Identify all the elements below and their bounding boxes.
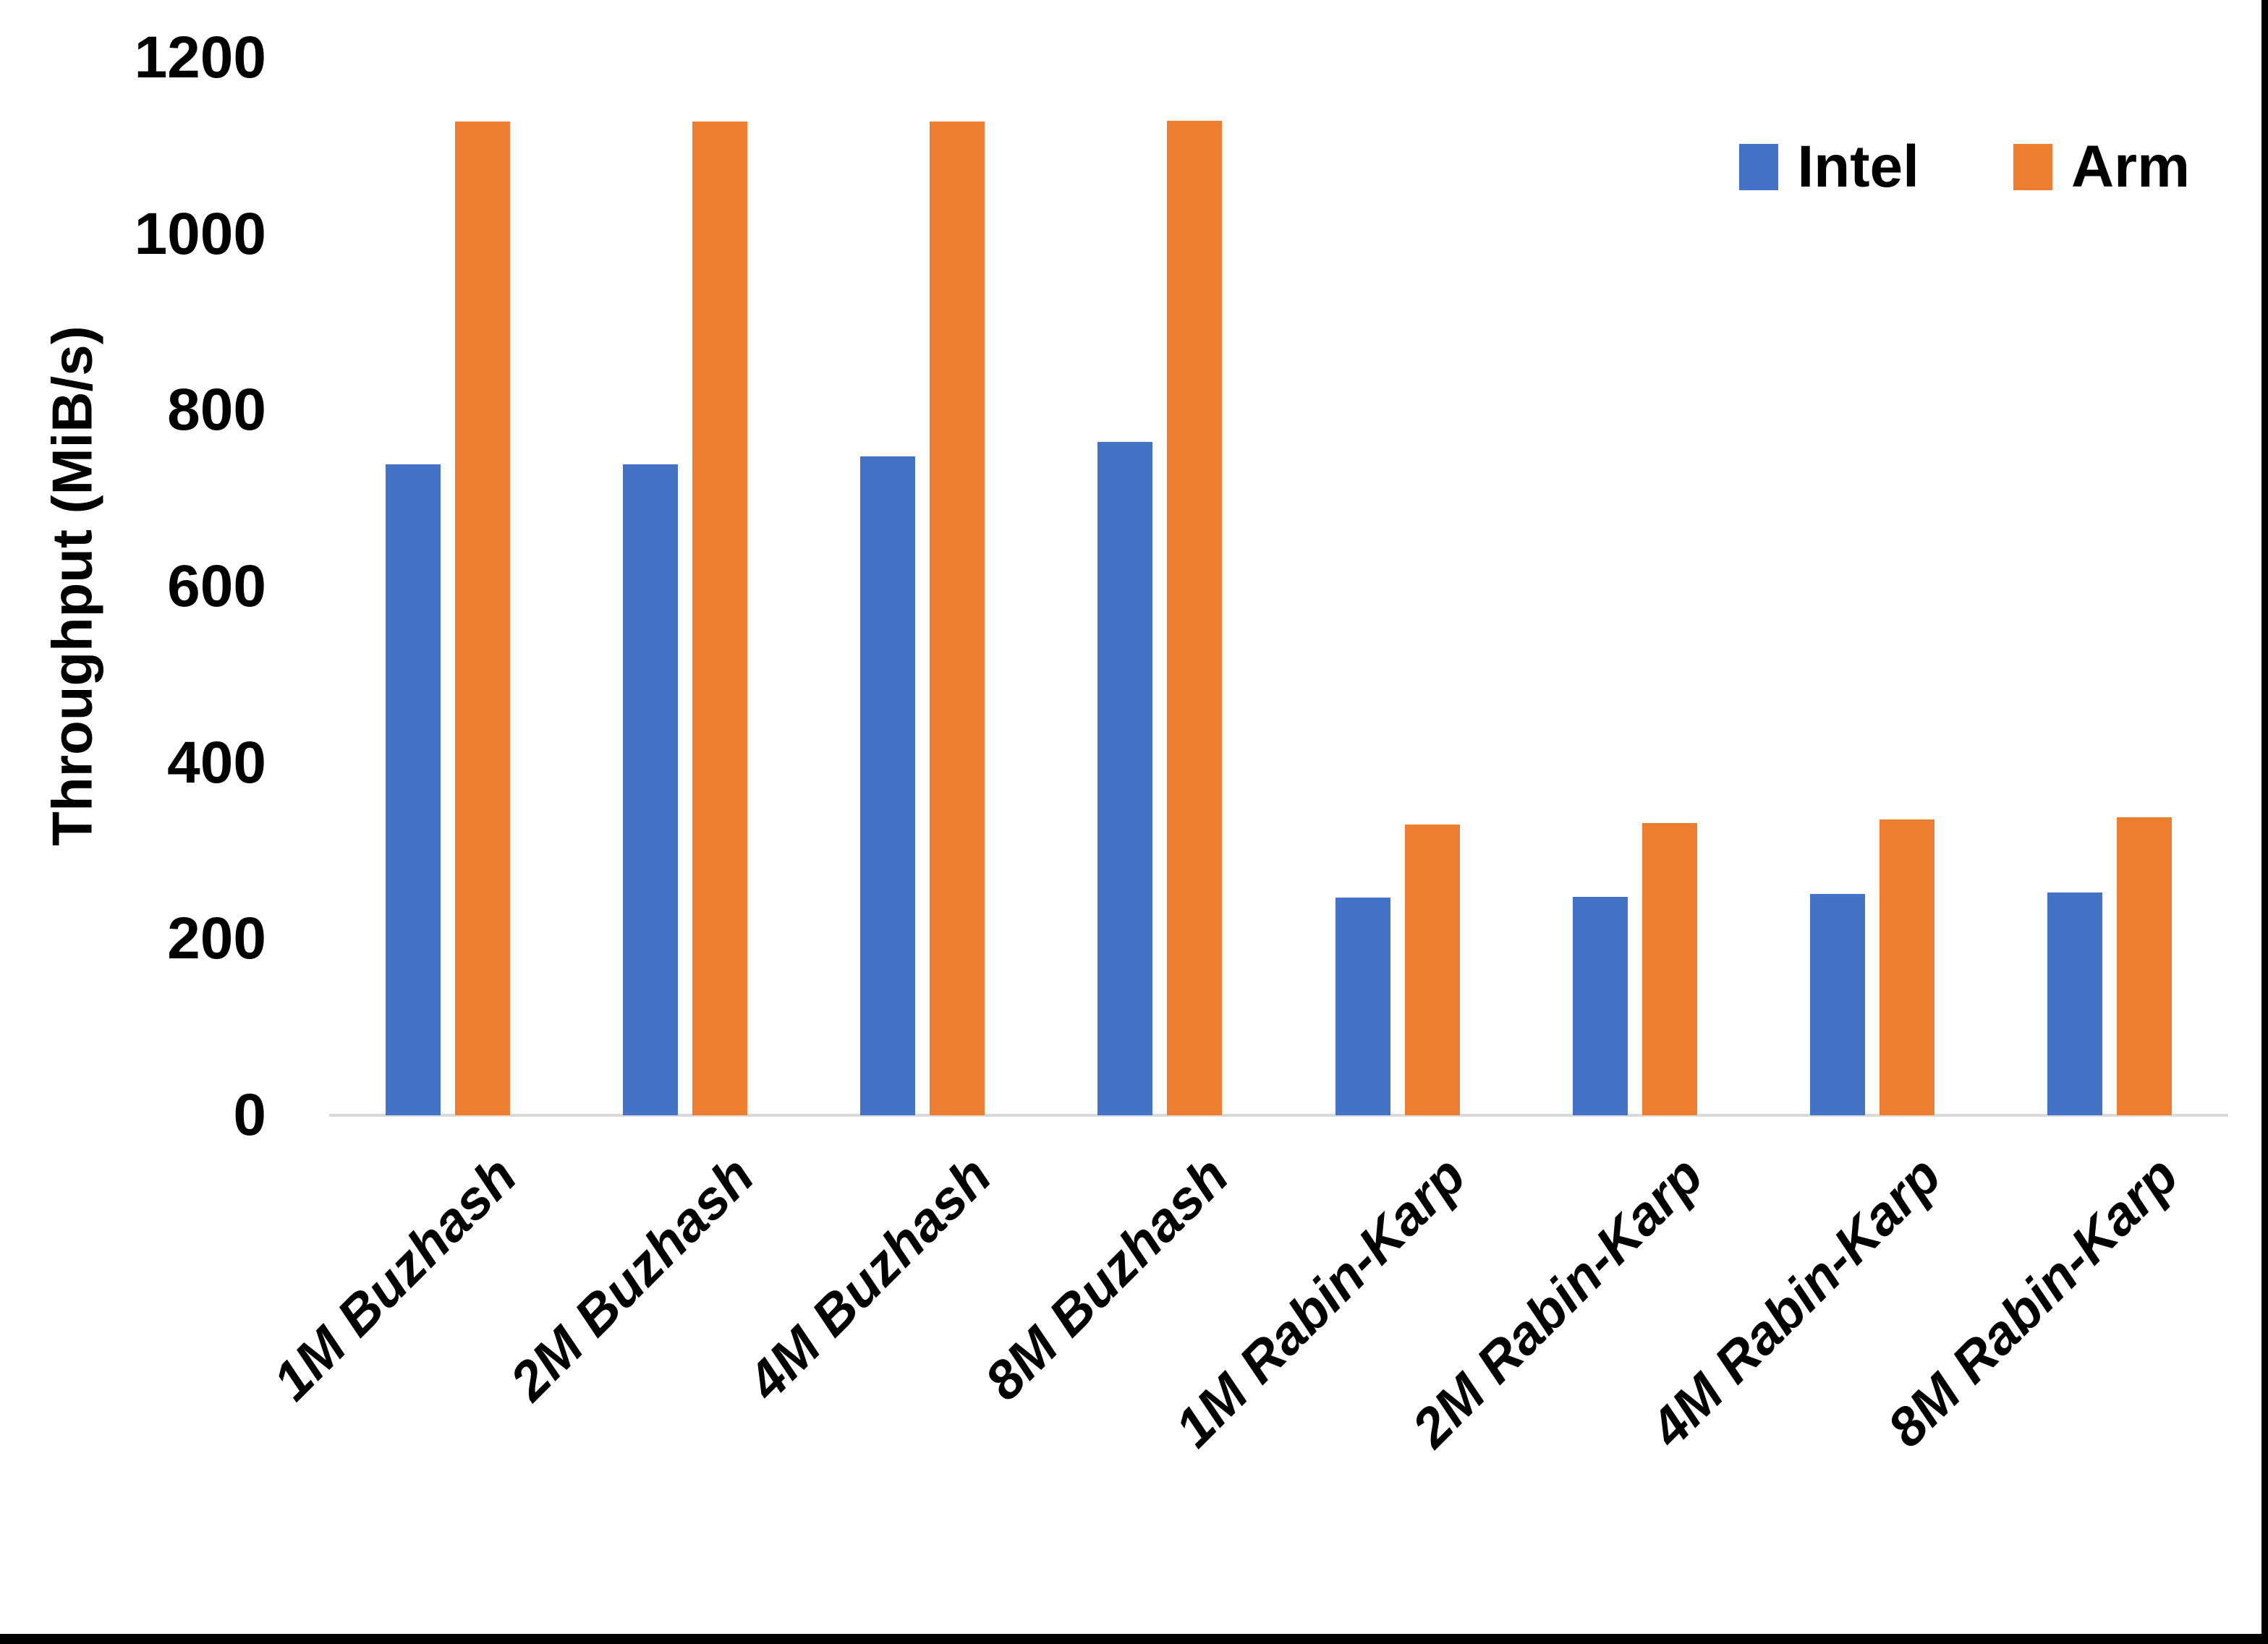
bar-intel-4m-buzhash [860, 456, 915, 1115]
bar-arm-8m-rabin-karp [2117, 817, 2172, 1115]
bar-intel-4m-rabin-karp [1810, 894, 1865, 1115]
bar-intel-8m-rabin-karp [2047, 893, 2102, 1115]
bar-arm-1m-rabin-karp [1405, 825, 1460, 1115]
x-label-1m-buzhash: 1M Buzhash [260, 1144, 528, 1412]
bar-intel-2m-rabin-karp [1573, 897, 1628, 1115]
bar-intel-2m-buzhash [623, 464, 678, 1115]
bar-arm-1m-buzhash [455, 122, 510, 1115]
bar-intel-1m-buzhash [386, 464, 441, 1115]
bar-arm-2m-rabin-karp [1642, 823, 1697, 1115]
window-border-right [2261, 0, 2268, 1644]
window-border-bottom [0, 1634, 2268, 1644]
bar-arm-8m-buzhash [1167, 121, 1222, 1115]
y-tick-200: 200 [167, 906, 266, 972]
legend: Intel Arm [1739, 137, 2190, 197]
legend-label-arm: Arm [2070, 134, 2190, 200]
legend-item-arm: Arm [2013, 137, 2190, 197]
y-tick-600: 600 [167, 553, 266, 619]
bar-arm-4m-buzhash [930, 122, 985, 1115]
intel-series-swatch-icon [1739, 144, 1779, 190]
y-tick-0: 0 [233, 1082, 266, 1148]
bar-intel-8m-buzhash [1097, 442, 1152, 1115]
y-tick-1000: 1000 [134, 200, 266, 267]
x-label-8m-buzhash: 8M Buzhash [972, 1144, 1240, 1412]
legend-label-intel: Intel [1797, 134, 1919, 200]
y-tick-1200: 1200 [134, 25, 266, 90]
bar-intel-1m-rabin-karp [1335, 898, 1390, 1115]
y-tick-400: 400 [167, 729, 266, 796]
y-tick-800: 800 [167, 377, 266, 443]
bar-arm-4m-rabin-karp [1880, 819, 1934, 1115]
x-label-2m-buzhash: 2M Buzhash [498, 1144, 765, 1412]
arm-series-swatch-icon [2013, 144, 2052, 190]
x-label-4m-buzhash: 4M Buzhash [735, 1144, 1003, 1412]
bar-arm-2m-buzhash [692, 122, 747, 1115]
x-axis-line [329, 1114, 2228, 1117]
legend-item-intel: Intel [1739, 137, 1919, 197]
